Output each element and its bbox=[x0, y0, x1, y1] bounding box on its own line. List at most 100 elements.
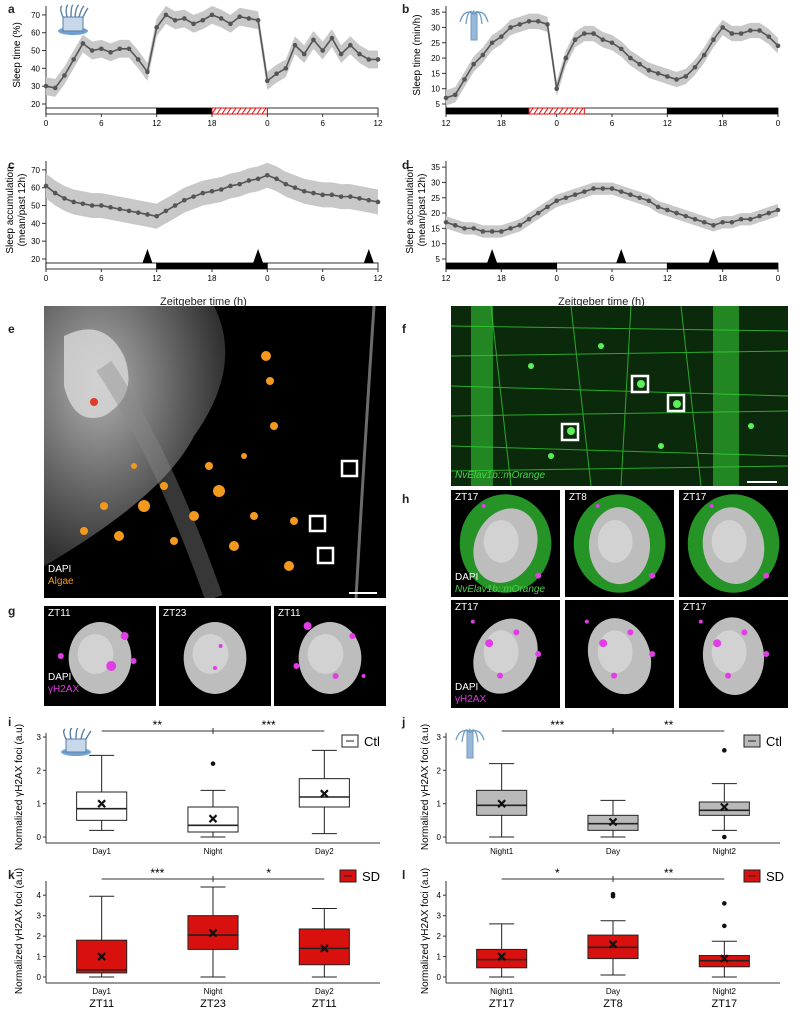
panel-label-l: l bbox=[402, 868, 406, 882]
data-point bbox=[609, 186, 615, 191]
nucleus-highlight bbox=[77, 634, 114, 674]
data-point bbox=[301, 188, 307, 194]
x-category-label: Night bbox=[204, 987, 223, 996]
data-point bbox=[135, 210, 141, 215]
y-tick-label: 50 bbox=[31, 202, 40, 211]
data-point bbox=[618, 46, 624, 52]
y-tick-label: 0 bbox=[437, 833, 442, 842]
nucleus-image bbox=[687, 494, 780, 593]
data-point bbox=[563, 55, 569, 61]
outlier-point bbox=[210, 761, 216, 766]
data-point bbox=[338, 51, 344, 57]
error-band bbox=[46, 6, 378, 97]
x-tick-label: 12 bbox=[663, 119, 672, 128]
data-point bbox=[748, 216, 753, 222]
panel-label-c: c bbox=[8, 158, 15, 172]
data-point bbox=[191, 194, 196, 199]
x-zt-label: ZT17 bbox=[489, 998, 515, 1010]
data-point bbox=[600, 186, 606, 191]
gh2ax-focus bbox=[763, 651, 770, 657]
y-tick-label: 50 bbox=[31, 47, 40, 56]
y-tick-label: 4 bbox=[437, 891, 442, 900]
data-point bbox=[674, 210, 679, 216]
outlier-point bbox=[722, 834, 727, 840]
data-point bbox=[62, 73, 67, 78]
data-point bbox=[320, 192, 325, 198]
micro-cell-g-2: ZT23 bbox=[159, 606, 271, 706]
box-day1 bbox=[76, 791, 128, 821]
data-point bbox=[43, 83, 49, 89]
x-category-label: Day1 bbox=[92, 987, 111, 996]
data-point bbox=[729, 219, 735, 225]
channel-caption-line: DAPI bbox=[48, 672, 72, 683]
y-tick-label: 2 bbox=[437, 766, 442, 775]
channel-caption: DAPI γH2AX bbox=[455, 682, 486, 706]
dark-phase-bar bbox=[666, 262, 779, 270]
x-tick-label: 0 bbox=[265, 274, 270, 283]
data-point bbox=[554, 198, 559, 204]
data-point bbox=[775, 43, 781, 49]
data-point bbox=[526, 216, 532, 222]
data-point bbox=[517, 223, 523, 228]
nematostella-tentacle-icon bbox=[459, 10, 489, 41]
data-point bbox=[172, 203, 178, 208]
x-category-label: Night bbox=[204, 847, 223, 856]
data-point bbox=[489, 229, 495, 234]
data-point bbox=[283, 181, 289, 187]
data-point bbox=[471, 61, 476, 67]
data-point bbox=[508, 226, 513, 231]
data-point bbox=[191, 21, 196, 27]
x-zt-label: ZT8 bbox=[603, 998, 623, 1010]
significance-stars: *** bbox=[550, 718, 564, 732]
x-zt-label: ZT17 bbox=[711, 998, 737, 1010]
panel-label-i: i bbox=[8, 715, 12, 729]
x-category-label: Night2 bbox=[713, 847, 737, 856]
y-tick-label: 60 bbox=[31, 29, 40, 38]
light-phase-bar bbox=[556, 262, 668, 270]
outlier-point bbox=[722, 923, 727, 929]
data-point bbox=[591, 31, 596, 36]
gh2ax-focus bbox=[332, 673, 339, 679]
nucleus-highlight bbox=[307, 634, 344, 674]
micro-cell-g-1: ZT11 DAPI γH2AX bbox=[44, 606, 156, 706]
deprivation-hatch bbox=[251, 107, 257, 115]
gh2ax-focus bbox=[741, 629, 748, 636]
x-tick-label: 0 bbox=[44, 274, 49, 283]
data-point bbox=[89, 48, 95, 53]
light-phase-bar bbox=[45, 262, 158, 270]
deprivation-bar bbox=[211, 107, 268, 115]
light-phase-bar bbox=[45, 107, 158, 115]
data-point bbox=[452, 223, 458, 228]
zt-marker-triangle bbox=[142, 249, 153, 263]
nucleus-highlight bbox=[483, 630, 519, 674]
data-point bbox=[329, 192, 335, 198]
zt-label: ZT17 bbox=[455, 492, 479, 503]
legend-label: SD bbox=[362, 869, 380, 884]
data-point bbox=[117, 46, 123, 52]
y-tick-label: 3 bbox=[37, 733, 42, 742]
y-tick-label: 2 bbox=[37, 766, 42, 775]
data-point bbox=[265, 172, 270, 178]
x-tick-label: 12 bbox=[442, 119, 451, 128]
data-point bbox=[255, 176, 261, 182]
data-point bbox=[375, 199, 381, 205]
data-point bbox=[471, 226, 476, 231]
zt-label: ZT8 bbox=[569, 492, 587, 503]
data-point bbox=[311, 190, 316, 196]
x-tick-label: 0 bbox=[776, 274, 781, 283]
data-point bbox=[126, 208, 132, 214]
deprivation-hatch bbox=[236, 107, 242, 115]
micro-cell-h-r2-3: ZT17 bbox=[679, 600, 788, 708]
mean-marker bbox=[608, 940, 618, 949]
x-category-label: Night1 bbox=[490, 987, 514, 996]
deprivation-hatch bbox=[216, 107, 222, 115]
significance-stars: ** bbox=[664, 718, 674, 732]
nucleus-image bbox=[573, 494, 666, 593]
channel-caption: DAPI NvElav1b::mOrange bbox=[455, 572, 545, 596]
y-tick-label: 1 bbox=[437, 953, 442, 962]
y-tick-label: 60 bbox=[31, 184, 40, 193]
x-tick-label: 18 bbox=[208, 274, 217, 283]
